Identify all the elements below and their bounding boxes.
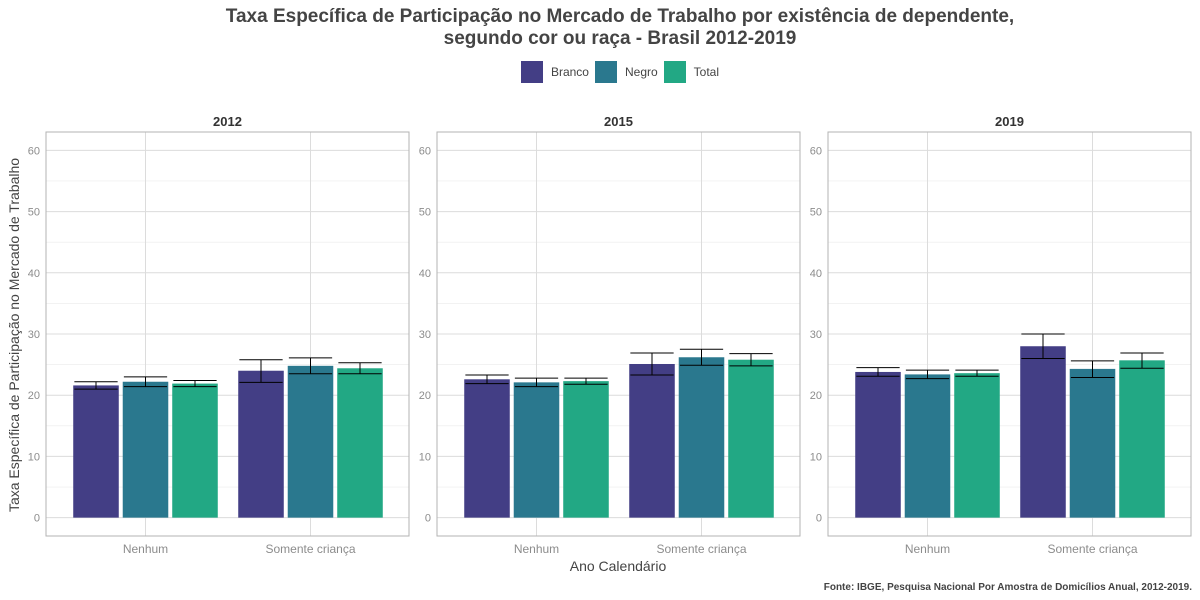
panel-border — [827, 131, 1192, 537]
bar-branco — [238, 370, 284, 518]
bar-negro — [1069, 368, 1116, 518]
y-tick-label: 10 — [810, 451, 822, 463]
bar-branco — [73, 385, 119, 518]
y-tick-label: 20 — [810, 390, 822, 402]
bar-branco — [855, 371, 901, 518]
y-tick-label: 60 — [28, 145, 40, 157]
x-tick-label: Nenhum — [514, 542, 559, 556]
y-tick-label: 40 — [810, 268, 822, 280]
bar-branco — [1020, 346, 1066, 518]
legend: Branco Negro Total — [0, 61, 1200, 83]
x-tick-label: Somente criança — [1047, 542, 1137, 556]
legend-label-negro: Negro — [624, 65, 658, 79]
bar-branco — [464, 379, 510, 518]
y-tick-label: 30 — [28, 329, 40, 341]
x-tick-label: Nenhum — [905, 542, 950, 556]
y-tick-label: 40 — [419, 268, 431, 280]
legend-swatch-branco — [520, 61, 543, 83]
y-tick-label: 50 — [28, 207, 40, 219]
y-tick-label: 30 — [810, 329, 822, 341]
facet-label-2019: 2019 — [995, 114, 1024, 129]
panel-border — [436, 131, 801, 537]
y-tick-label: 50 — [419, 207, 431, 219]
legend-label-total: Total — [693, 65, 720, 79]
x-tick-label: Nenhum — [123, 542, 168, 556]
bar-negro — [904, 374, 951, 518]
facet-label-2015: 2015 — [604, 114, 633, 129]
bar-negro — [513, 382, 560, 518]
bar-total — [337, 368, 383, 518]
caption: Fonte: IBGE, Pesquisa Nacional Por Amost… — [823, 582, 1192, 593]
y-tick-label: 0 — [34, 513, 40, 525]
y-tick-label: 0 — [816, 513, 822, 525]
panel-border — [45, 131, 410, 537]
bar-negro — [678, 357, 725, 518]
bar-negro — [287, 365, 334, 518]
bar-total — [954, 373, 1000, 518]
chart-subtitle: segundo cor ou raça - Brasil 2012-2019 — [443, 28, 797, 49]
x-tick-label: Somente criança — [656, 542, 746, 556]
x-axis-label: Ano Calendário — [569, 558, 667, 574]
y-tick-label: 20 — [28, 390, 40, 402]
y-tick-label: 60 — [810, 145, 822, 157]
bar-total — [1119, 360, 1165, 518]
legend-swatch-total — [663, 61, 686, 83]
y-tick-label: 0 — [425, 513, 431, 525]
y-tick-label: 30 — [419, 329, 431, 341]
x-tick-label: Somente criança — [265, 542, 355, 556]
bar-total — [728, 359, 774, 518]
y-tick-label: 60 — [419, 145, 431, 157]
bar-total — [172, 383, 218, 518]
y-tick-label: 20 — [419, 390, 431, 402]
chart-title: Taxa Específica de Participação no Merca… — [225, 6, 1015, 27]
legend-item-total: Total — [663, 61, 720, 83]
y-tick-label: 10 — [419, 451, 431, 463]
legend-swatch-negro — [594, 61, 617, 83]
y-tick-label: 40 — [28, 268, 40, 280]
legend-item-branco: Branco — [520, 61, 589, 83]
bar-branco — [629, 363, 675, 518]
legend-label-branco: Branco — [550, 65, 589, 79]
bar-negro — [122, 381, 169, 518]
y-tick-label: 50 — [810, 207, 822, 219]
y-tick-label: 10 — [28, 451, 40, 463]
bar-total — [563, 381, 609, 518]
legend-item-negro: Negro — [594, 61, 658, 83]
facet-label-2012: 2012 — [213, 114, 242, 129]
